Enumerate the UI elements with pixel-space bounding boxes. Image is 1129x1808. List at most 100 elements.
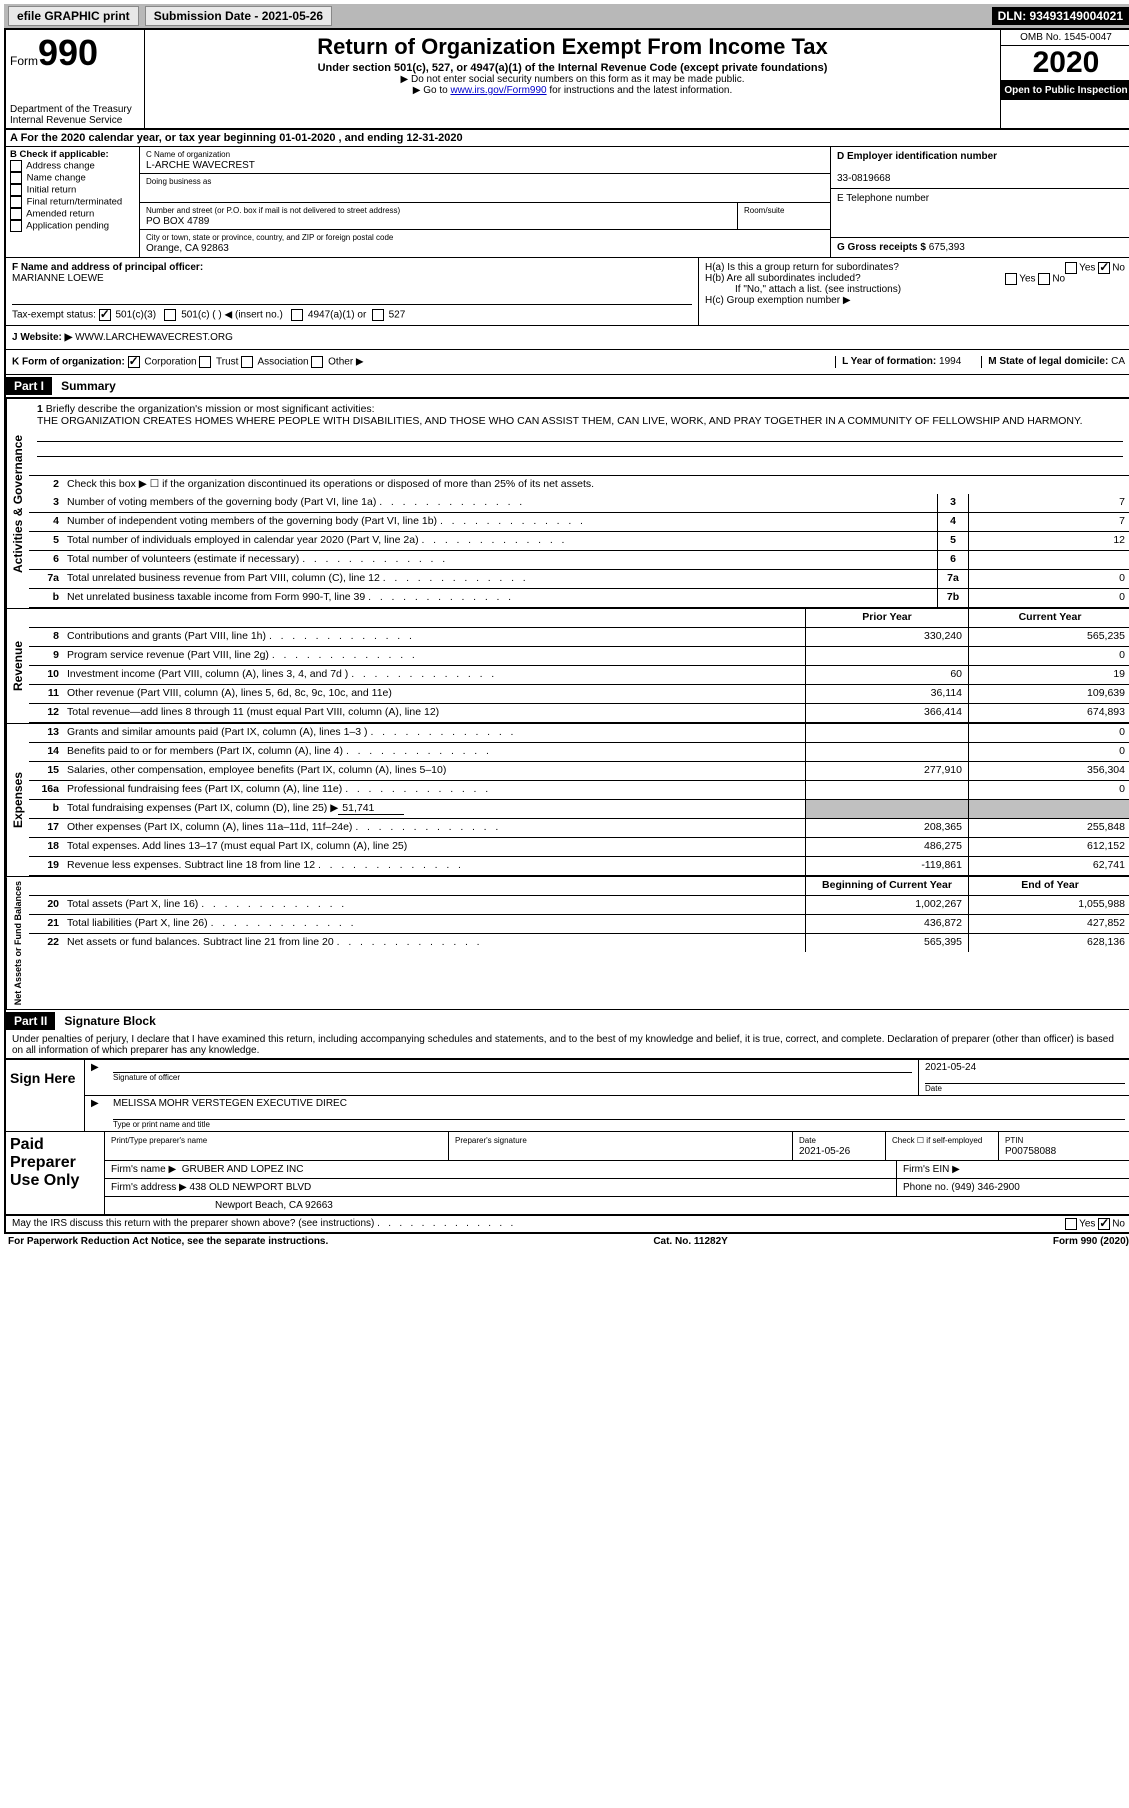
form-number: 990 xyxy=(38,32,98,73)
hb-label: H(b) Are all subordinates included? xyxy=(705,273,861,284)
gross-value: 675,393 xyxy=(929,242,965,253)
form-org-label: K Form of organization: xyxy=(12,357,125,368)
line19-desc: Revenue less expenses. Subtract line 18 … xyxy=(63,857,805,875)
cb-initial-return[interactable] xyxy=(10,184,22,196)
line20-desc: Total assets (Part X, line 16) xyxy=(63,896,805,914)
line8-desc: Contributions and grants (Part VIII, lin… xyxy=(63,628,805,646)
lbl-app-pending: Application pending xyxy=(26,221,109,232)
line12-desc: Total revenue—add lines 8 through 11 (mu… xyxy=(63,704,805,722)
header-right: OMB No. 1545-0047 2020 Open to Public In… xyxy=(1000,30,1129,128)
line17-py: 208,365 xyxy=(805,819,968,837)
dept-label: Department of the Treasury Internal Reve… xyxy=(10,104,140,126)
prep-ptin-hdr: PTIN xyxy=(1005,1136,1023,1145)
cb-amended[interactable] xyxy=(10,208,22,220)
line14-desc: Benefits paid to or for members (Part IX… xyxy=(63,743,805,761)
line10-py: 60 xyxy=(805,666,968,684)
hc-label: H(c) Group exemption number ▶ xyxy=(705,295,1125,306)
cb-discuss-no[interactable] xyxy=(1098,1218,1110,1230)
top-toolbar: efile GRAPHIC print Submission Date - 20… xyxy=(4,4,1129,28)
line16b-val: 51,741 xyxy=(338,802,404,815)
cb-address-change[interactable] xyxy=(10,160,22,172)
hdr-current-year: Current Year xyxy=(968,609,1129,627)
box-b-label: B Check if applicable: xyxy=(10,149,109,160)
header-mid: Return of Organization Exempt From Incom… xyxy=(145,30,1000,128)
prep-date-hdr: Date xyxy=(799,1136,816,1145)
irs-link[interactable]: www.irs.gov/Form990 xyxy=(450,85,546,96)
tax-exempt-label: Tax-exempt status: xyxy=(12,310,96,321)
sig-officer-label: Signature of officer xyxy=(113,1072,912,1082)
firm-phone-label: Phone no. xyxy=(903,1182,949,1193)
firm-name: GRUBER AND LOPEZ INC xyxy=(182,1164,304,1175)
line10-cy: 19 xyxy=(968,666,1129,684)
line7b-desc: Net unrelated business taxable income fr… xyxy=(63,589,937,607)
box-deg: D Employer identification number 33-0819… xyxy=(830,147,1129,257)
part1-header: Part I xyxy=(6,377,52,395)
line13-cy: 0 xyxy=(968,724,1129,742)
cb-501c[interactable] xyxy=(164,309,176,321)
footer-right: Form 990 (2020) xyxy=(1053,1236,1129,1247)
cb-discuss-yes[interactable] xyxy=(1065,1218,1077,1230)
officer-name: MARIANNE LOEWE xyxy=(12,273,104,284)
form-title: Return of Organization Exempt From Incom… xyxy=(151,34,994,60)
cb-4947[interactable] xyxy=(291,309,303,321)
line15-desc: Salaries, other compensation, employee b… xyxy=(63,762,805,780)
cb-501c3[interactable] xyxy=(99,309,111,321)
box-b: B Check if applicable: Address change Na… xyxy=(6,147,140,257)
line12-cy: 674,893 xyxy=(968,704,1129,722)
cb-ha-no[interactable] xyxy=(1098,262,1110,274)
gross-label: G Gross receipts $ xyxy=(837,242,926,253)
cb-assoc[interactable] xyxy=(241,356,253,368)
part1-title: Summary xyxy=(55,379,116,393)
line7a-box: 7a xyxy=(937,570,968,588)
hdr-prior-year: Prior Year xyxy=(805,609,968,627)
cb-trust[interactable] xyxy=(199,356,211,368)
line8-py: 330,240 xyxy=(805,628,968,646)
footer-left: For Paperwork Reduction Act Notice, see … xyxy=(8,1236,328,1247)
line2: Check this box ▶ ☐ if the organization d… xyxy=(63,476,1129,494)
line20-cy: 1,055,988 xyxy=(968,896,1129,914)
line21-py: 436,872 xyxy=(805,915,968,933)
cb-hb-no[interactable] xyxy=(1038,273,1050,285)
ha-label: H(a) Is this a group return for subordin… xyxy=(705,262,899,273)
sign-here-label: Sign Here xyxy=(6,1060,85,1131)
line16a-cy: 0 xyxy=(968,781,1129,799)
line11-py: 36,114 xyxy=(805,685,968,703)
vtab-revenue: Revenue xyxy=(6,609,29,723)
line21-desc: Total liabilities (Part X, line 26) xyxy=(63,915,805,933)
hdr-beg-year: Beginning of Current Year xyxy=(805,877,968,895)
ein-value: 33-0819668 xyxy=(837,173,890,184)
penalties-text: Under penalties of perjury, I declare th… xyxy=(6,1032,1129,1059)
line3-desc: Number of voting members of the governin… xyxy=(63,494,937,512)
cb-other[interactable] xyxy=(311,356,323,368)
sig-date-label: Date xyxy=(925,1083,1125,1093)
firm-addr1: 438 OLD NEWPORT BLVD xyxy=(190,1182,312,1193)
mission-q: Briefly describe the organization's miss… xyxy=(46,403,375,415)
cb-app-pending[interactable] xyxy=(10,220,22,232)
dba-label: Doing business as xyxy=(146,177,211,186)
submission-date-button[interactable]: Submission Date - 2021-05-26 xyxy=(145,6,332,26)
line4-desc: Number of independent voting members of … xyxy=(63,513,937,531)
org-address: PO BOX 4789 xyxy=(146,216,209,227)
line5-desc: Total number of individuals employed in … xyxy=(63,532,937,550)
cb-527[interactable] xyxy=(372,309,384,321)
cb-ha-yes[interactable] xyxy=(1065,262,1077,274)
line18-py: 486,275 xyxy=(805,838,968,856)
line14-cy: 0 xyxy=(968,743,1129,761)
open-inspection: Open to Public Inspection xyxy=(1001,81,1129,100)
vtab-activities: Activities & Governance xyxy=(6,399,29,608)
org-name: L-ARCHE WAVECREST xyxy=(146,160,255,171)
omb-number: OMB No. 1545-0047 xyxy=(1001,30,1129,46)
lbl-address-change: Address change xyxy=(26,161,95,172)
line16b-cy-shade xyxy=(968,800,1129,818)
cb-hb-yes[interactable] xyxy=(1005,273,1017,285)
cb-name-change[interactable] xyxy=(10,172,22,184)
cb-corp[interactable] xyxy=(128,356,140,368)
line20-py: 1,002,267 xyxy=(805,896,968,914)
line15-py: 277,910 xyxy=(805,762,968,780)
cb-final-return[interactable] xyxy=(10,196,22,208)
line16a-desc: Professional fundraising fees (Part IX, … xyxy=(63,781,805,799)
firm-label: Firm's name ▶ xyxy=(111,1164,176,1175)
prep-self-hdr: Check ☐ if self-employed xyxy=(892,1136,982,1145)
line9-cy: 0 xyxy=(968,647,1129,665)
efile-button[interactable]: efile GRAPHIC print xyxy=(8,6,139,26)
